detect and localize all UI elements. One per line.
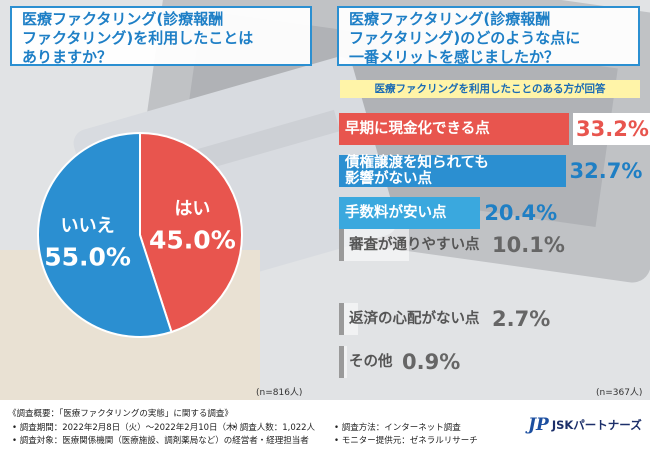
bar-value-label: 10.1% (492, 233, 565, 257)
right-question-box: 医療ファクタリング(診療報酬 ファクタリング)のどのような点に 一番メリットを感… (337, 6, 640, 66)
left-sample-note: (n=816人) (256, 388, 303, 398)
bar-category-label: 早期に現金化できる点 (345, 121, 490, 137)
right-question-line: ファクタリング)のどのような点に (349, 29, 581, 47)
bar (339, 155, 566, 187)
right-sample-note: (n=367人) (596, 388, 643, 398)
bar (339, 303, 358, 335)
bar-category-label: 手数料が安い点 (345, 205, 447, 221)
survey-footer: 《調査概要：「医療ファクタリングの実態」に関する調査》 • 調査期間：2022年… (0, 400, 650, 450)
survey-title: 《調査概要：「医療ファクタリングの実態」に関する調査》 (8, 409, 233, 419)
left-question-line: 医療ファクタリング(診療報酬 (22, 10, 224, 28)
bar (339, 113, 569, 145)
bar-value-label: 0.9% (402, 350, 461, 374)
survey-method: • 調査方法：インターネット調査 (334, 423, 461, 433)
bar (339, 229, 409, 261)
bar-value-label: 20.4% (484, 201, 558, 225)
right-question-line: 一番メリットを感じましたか？ (349, 48, 560, 66)
bar-category-label: 債権譲渡を知られても 影響がない点 (345, 155, 489, 187)
left-question-line: ファクタリング)を利用したことは (22, 29, 254, 47)
survey-respondents: • 調査人数：1,022人 (232, 423, 316, 433)
respondent-subtitle: 医療ファクリングを利用したことのある方が回答 (340, 80, 640, 98)
survey-monitor: • モニター提供元：ゼネラルリサーチ (334, 436, 478, 446)
logo-name: JSKパートナーズ (551, 418, 642, 432)
bar-category-label: その他 (349, 354, 393, 370)
left-question-box: 医療ファクタリング(診療報酬 ファクタリング)を利用したことは ありますか？ (10, 6, 312, 66)
bar-value-label: 32.7% (569, 159, 643, 183)
bar-category-label: 審査が通りやすい点 (349, 237, 480, 253)
bar (339, 346, 347, 378)
survey-period: • 調査期間：2022年2月8日（火）～2022年2月10日（木） (12, 423, 244, 433)
logo-mark: JP (528, 415, 549, 435)
bar-category-label: 返済の心配がない点 (349, 311, 480, 327)
survey-target: • 調査対象：医療関係機関（医療施設、調剤薬局など）の経営者・経理担当者 (12, 436, 309, 446)
bar-value-label: 33.2% (573, 113, 650, 145)
company-logo: JP JSKパートナーズ (528, 414, 642, 436)
right-question-line: 医療ファクタリング(診療報酬 (349, 10, 551, 28)
bar (339, 197, 481, 229)
left-question-line: ありますか？ (22, 48, 113, 66)
bar-value-label: 2.7% (492, 307, 551, 331)
